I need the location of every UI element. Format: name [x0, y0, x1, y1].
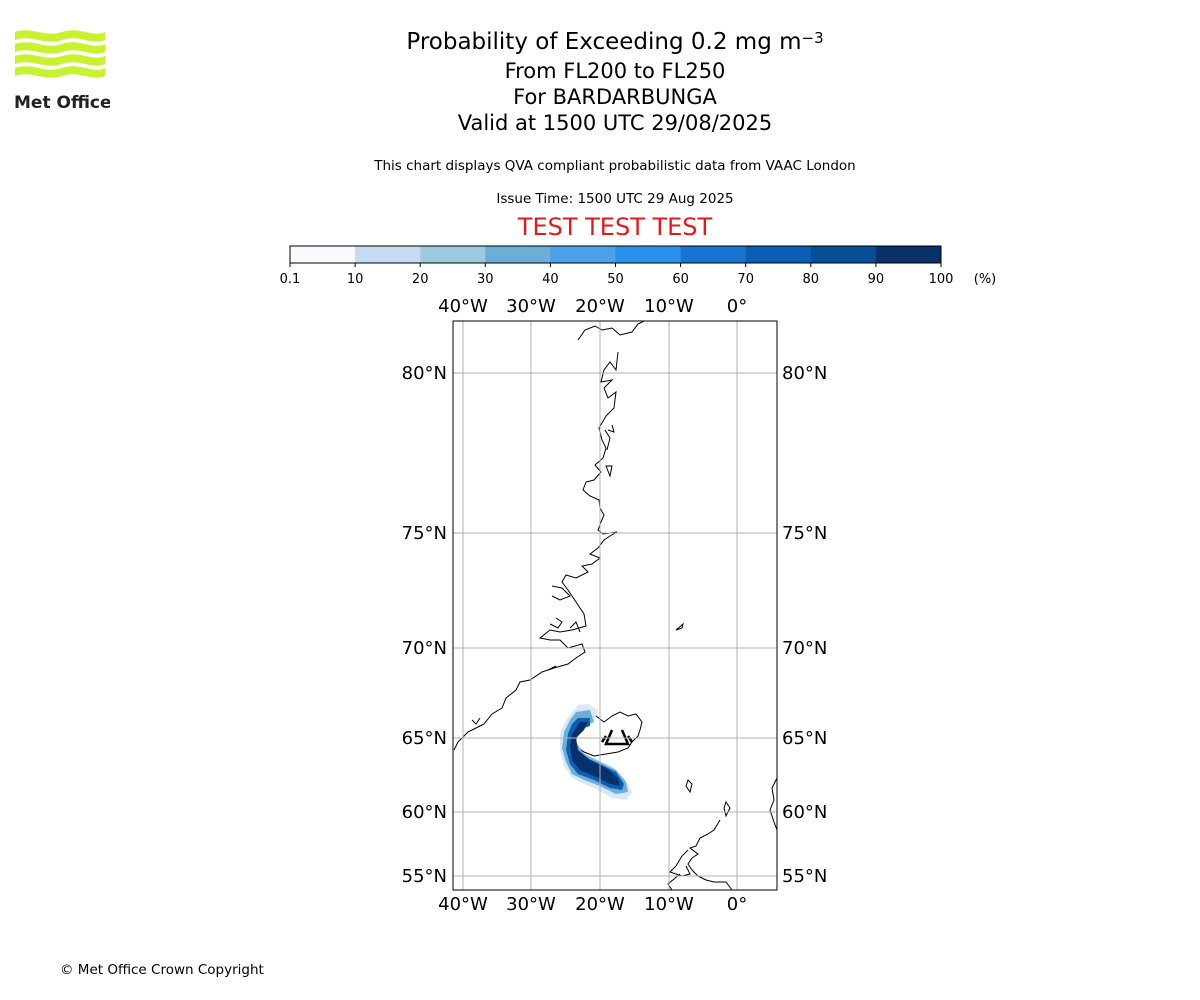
colorbar-cells: [290, 246, 942, 263]
longitude-label: 0°: [727, 296, 747, 317]
longitude-label: 30°W: [506, 296, 556, 317]
colorbar-cell: [875, 246, 942, 263]
test-banner: TEST TEST TEST: [517, 213, 713, 241]
colorbar-ticks: 0.1 10 20 30 40 50 60 70 80 90 100: [280, 263, 954, 287]
colorbar-cell: [290, 246, 356, 263]
colorbar-tick-label: 30: [477, 272, 494, 287]
colorbar-tick-label: 10: [347, 272, 364, 287]
jan-mayen-coastline: [675, 622, 684, 631]
latitude-label: 75°N: [782, 523, 827, 544]
shetland-coastline: [723, 800, 731, 818]
latitude-label: 60°N: [402, 802, 447, 823]
longitude-label: 30°W: [506, 894, 556, 915]
colorbar-cell: [420, 246, 486, 263]
greenland-inlet: [547, 424, 615, 671]
longitude-label: 40°W: [438, 296, 488, 317]
volcano-icon: [600, 729, 634, 746]
logo-text: Met Office: [14, 93, 110, 113]
colorbar-tick-label: 80: [803, 272, 820, 287]
map-graticule: [453, 321, 777, 890]
colorbar: 0.1 10 20 30 40 50 60 70 80 90 100 (%): [280, 245, 997, 287]
latitude-label: 55°N: [402, 866, 447, 887]
colorbar-cell: [485, 246, 551, 263]
colorbar-tick-label: 40: [542, 272, 559, 287]
valid-time: Valid at 1500 UTC 29/08/2025: [457, 111, 773, 135]
map-frame: [452, 320, 778, 891]
issue-time: Issue Time: 1500 UTC 29 Aug 2025: [496, 191, 734, 207]
latitude-label: 65°N: [782, 728, 827, 749]
map: 40°W 40°W 30°W 30°W 20°W 20°W 10°W 10°W 0° 0° 80°N…: [402, 296, 828, 915]
colorbar-cell: [810, 246, 877, 263]
colorbar-tick-label: 100: [929, 272, 954, 287]
island-coastline: [605, 465, 613, 478]
latitude-label: 65°N: [402, 728, 447, 749]
longitude-label: 40°W: [438, 894, 488, 915]
longitude-label: 10°W: [644, 894, 694, 915]
ash-probability-plume: [560, 704, 632, 800]
longitude-label: 20°W: [575, 894, 625, 915]
logo-waves-icon: [15, 30, 105, 78]
longitude-label: 0°: [727, 894, 747, 915]
colorbar-tick-label: 90: [868, 272, 885, 287]
colorbar-tick-label: 50: [607, 272, 624, 287]
latitude-label: 75°N: [402, 523, 447, 544]
longitude-label: 10°W: [644, 296, 694, 317]
colorbar-tick-label: 20: [412, 272, 429, 287]
faroe-coastline: [685, 779, 693, 794]
colorbar-cell: [615, 246, 682, 263]
latitude-label: 60°N: [782, 802, 827, 823]
title-block: Probability of Exceeding 0.2 mg m−3 From…: [300, 26, 930, 136]
uk-coastline: [667, 819, 733, 890]
colorbar-cell: [355, 246, 421, 263]
copyright: © Met Office Crown Copyright: [60, 962, 264, 978]
colorbar-cell: [550, 246, 616, 263]
norway-coastline: [769, 777, 777, 831]
volcano-title: For BARDARBUNGA: [513, 85, 717, 109]
latitude-label: 70°N: [402, 638, 447, 659]
chart-subtitle: This chart displays QVA compliant probab…: [374, 158, 856, 174]
greenland-coastline: [453, 321, 645, 751]
latitude-label: 70°N: [782, 638, 827, 659]
longitude-label: 20°W: [575, 296, 625, 317]
map-axis-labels: 40°W 40°W 30°W 30°W 20°W 20°W 10°W 10°W 0° 0° 80°N…: [402, 296, 828, 915]
colorbar-tick-label: 70: [737, 272, 754, 287]
latitude-label: 80°N: [782, 363, 827, 384]
colorbar-cell: [680, 246, 747, 263]
colorbar-tick-label: 0.1: [280, 272, 301, 287]
greenland-fjord: [471, 585, 571, 725]
colorbar-unit: (%): [974, 272, 997, 287]
met-office-logo: Met Office: [14, 30, 110, 113]
latitude-label: 80°N: [402, 363, 447, 384]
colorbar-tick-label: 60: [672, 272, 689, 287]
latitude-label: 55°N: [782, 866, 827, 887]
title-exponent: −3: [801, 29, 824, 47]
colorbar-cell: [745, 246, 812, 263]
chart-title: Probability of Exceeding 0.2 mg m−3: [406, 29, 824, 55]
flight-level-range: From FL200 to FL250: [504, 59, 726, 83]
